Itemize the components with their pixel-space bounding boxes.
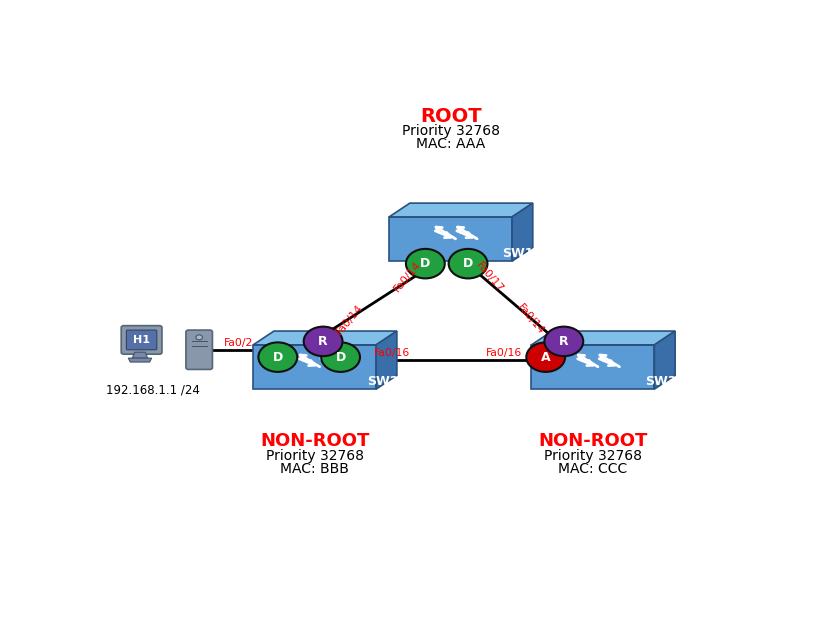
Circle shape: [258, 343, 297, 372]
Text: SW3: SW3: [645, 374, 676, 388]
Circle shape: [304, 327, 342, 356]
Text: MAC: CCC: MAC: CCC: [559, 462, 628, 476]
Polygon shape: [253, 331, 397, 345]
Circle shape: [526, 343, 565, 372]
Text: SW1: SW1: [503, 247, 534, 259]
Polygon shape: [531, 345, 655, 389]
Polygon shape: [129, 358, 152, 362]
Polygon shape: [132, 352, 148, 358]
Text: Priority 32768: Priority 32768: [266, 449, 364, 463]
Text: Fa0/17: Fa0/17: [474, 260, 505, 294]
Text: H1: H1: [133, 335, 150, 345]
Text: R: R: [559, 335, 569, 348]
Circle shape: [448, 249, 488, 279]
Polygon shape: [512, 203, 533, 261]
Text: A: A: [541, 351, 550, 364]
Text: NON-ROOT: NON-ROOT: [260, 432, 369, 450]
Text: D: D: [273, 351, 283, 364]
Polygon shape: [253, 345, 376, 389]
Text: Fa0/14: Fa0/14: [514, 303, 545, 337]
Polygon shape: [389, 217, 512, 261]
Text: MAC: BBB: MAC: BBB: [281, 462, 349, 476]
Text: Priority 32768: Priority 32768: [544, 449, 642, 463]
Text: Priority 32768: Priority 32768: [402, 124, 499, 138]
Text: D: D: [420, 257, 431, 270]
Text: Fa0/2: Fa0/2: [225, 339, 254, 348]
Polygon shape: [389, 203, 533, 217]
Text: Fa0/16: Fa0/16: [486, 348, 523, 358]
Circle shape: [321, 343, 360, 372]
Circle shape: [406, 249, 445, 279]
Text: R: R: [318, 335, 328, 348]
Text: ROOT: ROOT: [420, 107, 482, 125]
Text: D: D: [463, 257, 473, 270]
Text: 192.168.1.1 /24: 192.168.1.1 /24: [106, 383, 200, 396]
FancyBboxPatch shape: [186, 330, 212, 369]
Polygon shape: [376, 331, 397, 389]
Text: NON-ROOT: NON-ROOT: [539, 432, 648, 450]
Circle shape: [544, 327, 583, 356]
Text: SW2: SW2: [367, 374, 398, 388]
Text: MAC: AAA: MAC: AAA: [416, 137, 485, 151]
Text: Fa0/16: Fa0/16: [374, 348, 411, 358]
Text: D: D: [336, 351, 346, 364]
Text: Fa0/14: Fa0/14: [392, 260, 423, 294]
FancyBboxPatch shape: [126, 330, 157, 350]
Polygon shape: [655, 331, 676, 389]
Circle shape: [196, 335, 202, 340]
FancyBboxPatch shape: [121, 326, 162, 354]
Text: Fa0/14: Fa0/14: [333, 303, 364, 337]
Polygon shape: [531, 331, 676, 345]
